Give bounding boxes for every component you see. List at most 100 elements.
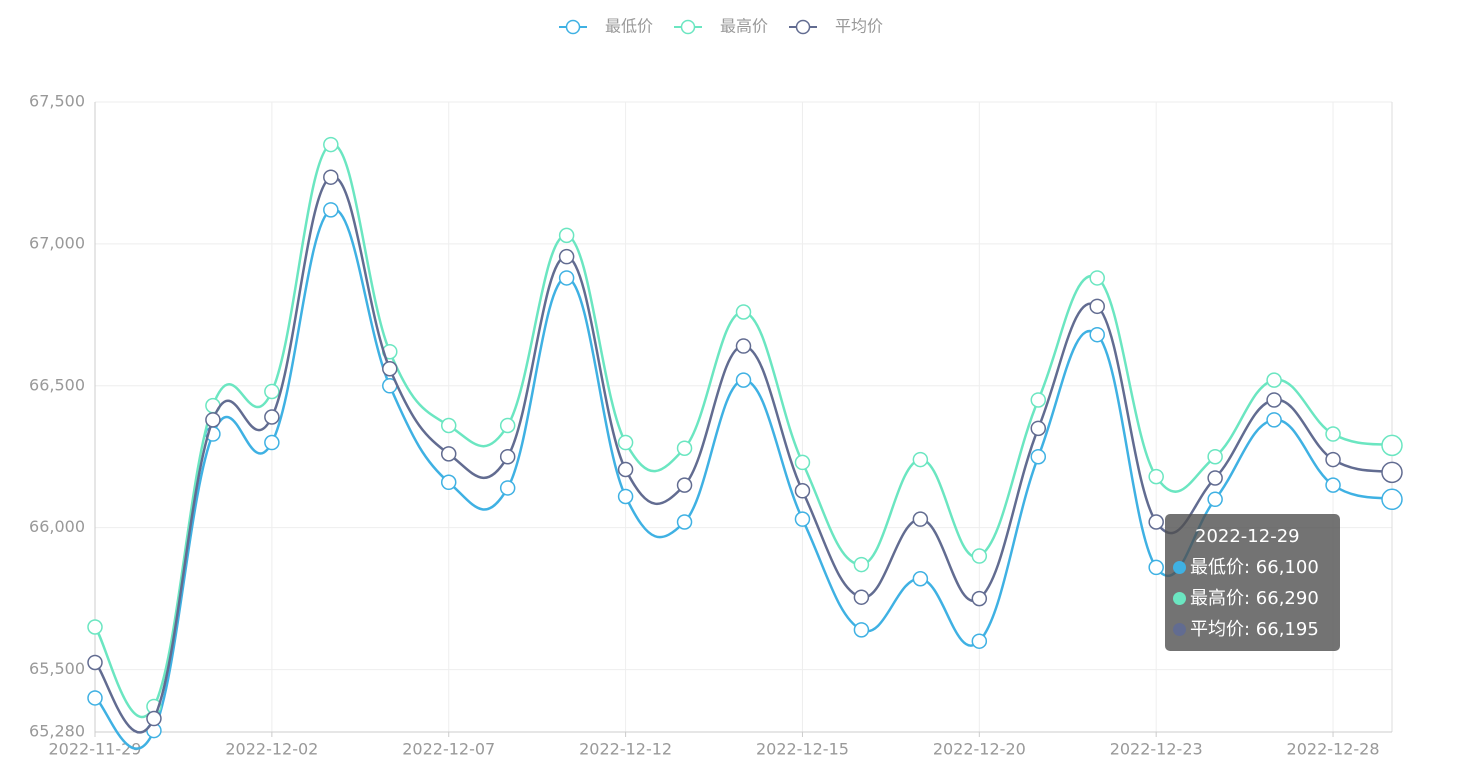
tooltip-series: 平均价 bbox=[1190, 619, 1244, 640]
y-tick-label: 65,500 bbox=[29, 659, 85, 678]
data-point bbox=[853, 622, 870, 638]
tooltip-row: 最高价: 66,290 bbox=[1173, 583, 1332, 614]
x-tick-label: 2022-12-28 bbox=[1287, 740, 1380, 759]
data-point bbox=[1325, 426, 1341, 442]
x-tick-label: 2022-12-12 bbox=[579, 740, 672, 759]
x-tick-label: 2022-12-15 bbox=[756, 740, 849, 759]
series-line bbox=[94, 175, 1393, 734]
data-point bbox=[794, 483, 811, 499]
data-point bbox=[87, 654, 103, 671]
data-point bbox=[971, 590, 988, 607]
y-tick-label: 66,000 bbox=[29, 517, 85, 536]
data-point bbox=[264, 409, 280, 425]
data-point bbox=[1325, 477, 1341, 493]
data-point bbox=[1381, 461, 1403, 484]
data-point bbox=[499, 480, 516, 496]
data-point bbox=[617, 488, 634, 505]
tooltip: 2022-12-29 最低价: 66,100 最高价: 66,290 平均价: 66… bbox=[1165, 514, 1340, 651]
data-point bbox=[1030, 420, 1047, 437]
tooltip-series: 最低价 bbox=[1190, 557, 1244, 578]
data-point bbox=[1381, 434, 1403, 457]
legend-icon bbox=[565, 19, 581, 35]
legend-label: 平均价 bbox=[835, 17, 883, 36]
data-point bbox=[205, 412, 221, 428]
data-point bbox=[1148, 514, 1164, 530]
data-point bbox=[1089, 270, 1105, 286]
data-point bbox=[323, 169, 339, 185]
tooltip-row: 平均价: 66,195 bbox=[1173, 614, 1332, 645]
data-point bbox=[1089, 298, 1105, 315]
data-point bbox=[87, 690, 103, 706]
data-point bbox=[440, 446, 457, 462]
data-point bbox=[382, 361, 398, 377]
tooltip-dot bbox=[1173, 592, 1186, 605]
data-point bbox=[971, 633, 988, 649]
data-point bbox=[440, 474, 457, 491]
data-point bbox=[1207, 470, 1223, 486]
data-point bbox=[735, 372, 752, 388]
data-point bbox=[1030, 448, 1047, 465]
data-point bbox=[912, 451, 929, 468]
data-point bbox=[1089, 326, 1105, 343]
series-line bbox=[93, 143, 1393, 719]
legend-label: 最高价 bbox=[720, 17, 768, 36]
data-point bbox=[323, 136, 339, 153]
legend-icon bbox=[680, 19, 696, 35]
data-point bbox=[1266, 372, 1282, 388]
data-point bbox=[264, 434, 280, 451]
series-line bbox=[94, 208, 1393, 750]
data-point bbox=[1266, 392, 1282, 408]
data-point bbox=[735, 338, 752, 354]
data-point bbox=[971, 548, 988, 564]
data-point bbox=[323, 202, 339, 218]
tooltip-series: 最高价 bbox=[1190, 588, 1244, 609]
data-point bbox=[794, 454, 811, 471]
legend-label: 最低价 bbox=[605, 17, 653, 36]
data-point bbox=[558, 227, 575, 244]
data-point bbox=[1148, 559, 1164, 576]
tooltip-dot bbox=[1173, 561, 1186, 574]
y-tick-label: 65,280 bbox=[29, 722, 85, 741]
data-point bbox=[1207, 448, 1223, 465]
x-tick-label: 2022-12-20 bbox=[933, 740, 1026, 759]
tooltip-title: 2022-12-29 bbox=[1195, 526, 1300, 547]
tooltip-value: 66,195 bbox=[1255, 619, 1319, 640]
data-point bbox=[1325, 451, 1341, 468]
data-point bbox=[1266, 412, 1282, 428]
data-point bbox=[146, 710, 162, 727]
data-point bbox=[912, 511, 929, 527]
x-tick-label: 2022-11-29 bbox=[49, 740, 142, 759]
data-point bbox=[676, 477, 693, 493]
data-point bbox=[558, 270, 575, 286]
data-point bbox=[1148, 468, 1164, 485]
tooltip-dot bbox=[1173, 623, 1186, 636]
tooltip-value: 66,100 bbox=[1255, 557, 1319, 578]
data-point bbox=[87, 619, 103, 635]
data-point bbox=[558, 248, 575, 265]
data-point bbox=[1207, 491, 1223, 508]
y-tick-label: 66,500 bbox=[29, 375, 85, 394]
data-point bbox=[794, 511, 811, 527]
data-point bbox=[1381, 488, 1403, 511]
tooltip-value: 66,290 bbox=[1255, 588, 1319, 609]
data-point bbox=[853, 556, 870, 573]
data-point bbox=[499, 448, 516, 465]
data-point bbox=[440, 417, 457, 434]
data-point bbox=[499, 417, 516, 434]
data-point bbox=[676, 440, 693, 456]
data-point bbox=[264, 383, 280, 400]
data-point bbox=[676, 514, 693, 530]
data-point bbox=[617, 434, 634, 451]
data-point bbox=[735, 304, 752, 320]
x-tick-label: 2022-12-07 bbox=[402, 740, 495, 759]
data-point bbox=[912, 571, 929, 587]
data-point bbox=[853, 589, 870, 605]
x-tick-label: 2022-12-23 bbox=[1110, 740, 1203, 759]
y-tick-label: 67,500 bbox=[29, 92, 85, 111]
legend-icon bbox=[795, 19, 811, 35]
x-tick-label: 2022-12-02 bbox=[225, 740, 318, 759]
y-tick-label: 67,000 bbox=[29, 233, 85, 252]
tooltip-row: 最低价: 66,100 bbox=[1173, 552, 1332, 583]
